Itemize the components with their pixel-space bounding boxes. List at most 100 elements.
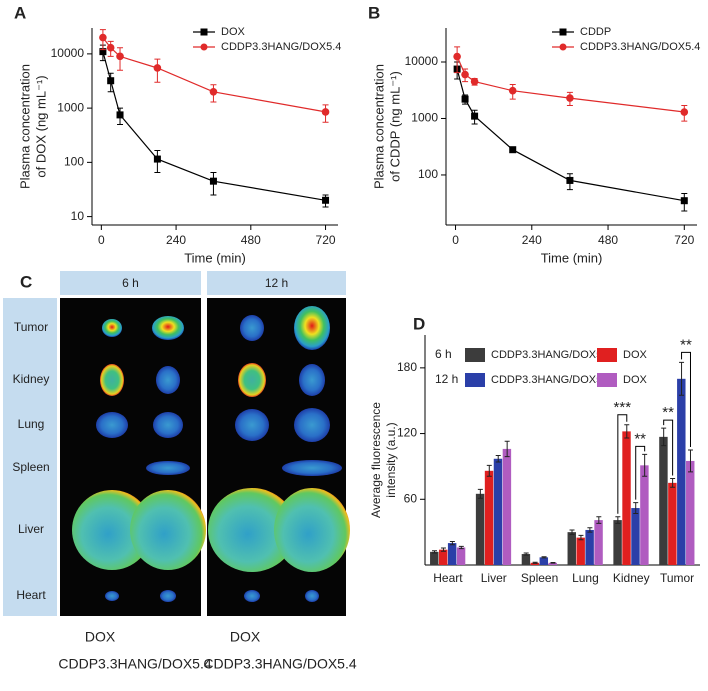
row-label: Liver [18,522,44,536]
error-bar [440,547,446,552]
row-label: Kidney [13,372,50,386]
row-label: Tumor [14,320,48,334]
data-point [566,176,574,184]
data-point [322,196,330,204]
data-point [107,77,115,85]
row-label: Heart [16,588,46,602]
data-point [153,155,161,163]
data-point [508,86,517,95]
bar [530,562,540,565]
significance-bracket [617,414,628,514]
panel-label: C [20,272,32,291]
y-tick-label: 180 [397,360,417,374]
panel-label: B [368,3,380,22]
organ-signal [160,590,176,602]
organ-signal [294,306,330,350]
legend-label: DOX [623,349,648,361]
bar [484,470,494,565]
row-label: Spleen [12,460,49,474]
organ-signal [146,461,190,475]
x-tick-label: 0 [98,233,105,247]
error-bar [587,527,593,533]
legend-group-label: 12 h [435,372,458,386]
bar [594,520,603,565]
y-tick-label: 120 [397,426,417,440]
organ-signal [274,488,350,572]
bar [502,448,512,565]
column-header-label: 12 h [265,276,288,290]
organ-signal [235,409,269,441]
data-point [106,43,115,52]
organ-signal [153,412,183,438]
error-bar [624,424,630,439]
x-tick-label: 480 [241,233,261,247]
significance-label: *** [614,399,632,416]
error-bar [504,440,510,458]
bar [493,458,503,565]
error-bar [687,449,693,473]
row-label: Lung [18,417,45,431]
organ-signal [238,363,266,397]
organ-signal [96,412,128,438]
bar [447,543,457,565]
bar [576,537,585,565]
x-tick-label: 480 [598,233,618,247]
legend-label: DOX [623,374,648,386]
bar [686,460,695,565]
error-bar [432,550,438,554]
organ-signal [305,590,319,602]
bar [585,529,594,565]
legend-label: CDDP3.3HANG/DOX5.4 [491,374,611,386]
data-point [453,52,461,61]
data-point [209,177,217,185]
error-bar [615,516,621,524]
legend-swatch [465,373,485,387]
x-tick-label: 240 [522,233,542,247]
error-bar [523,552,529,556]
data-point [153,64,162,72]
data-point [470,77,479,86]
y-axis-label: of DOX (ng mL⁻¹) [33,75,48,177]
legend-label: DOX [221,26,246,38]
image-column-label: DOX [230,629,261,645]
error-bar [495,454,501,463]
row-label-strip [3,298,57,616]
fluorescence-image [60,298,201,616]
data-point [116,111,124,119]
error-bar [486,464,492,477]
column-header [60,271,201,295]
data-point [321,108,330,116]
error-bar [578,534,584,541]
panel-label: D [413,314,425,333]
series-line [456,68,685,202]
organ-signal [105,591,119,601]
error-bar [550,561,556,564]
x-tick-label: Liver [481,571,507,585]
bar [548,562,557,565]
y-tick-label: 100 [418,167,438,181]
y-tick-label: 60 [404,491,418,505]
legend-label: CDDP3.3HANG/DOX5.4 [221,41,341,53]
data-point [116,52,124,61]
legend-swatch [465,348,485,362]
data-point [471,112,479,120]
legend-swatch [597,373,617,387]
y-tick-label: 1000 [411,111,438,125]
error-bar [541,556,547,559]
x-tick-label: 0 [452,233,459,247]
organ-signal [130,490,206,570]
y-tick-label: 100 [64,155,84,169]
significance-label: ** [680,336,692,353]
image-column-label: CDDP3.3HANG/DOX5.4 [58,656,211,672]
bar [613,520,622,565]
bar [640,465,649,565]
error-bar [569,529,575,535]
x-tick-label: 720 [674,233,694,247]
legend-label: CDDP3.3HANG/DOX5.4 [491,349,611,361]
image-column-label: DOX [85,629,116,645]
error-bar [596,516,602,524]
y-tick-label: 10000 [405,54,439,68]
bar [521,554,531,565]
data-point [461,70,469,79]
